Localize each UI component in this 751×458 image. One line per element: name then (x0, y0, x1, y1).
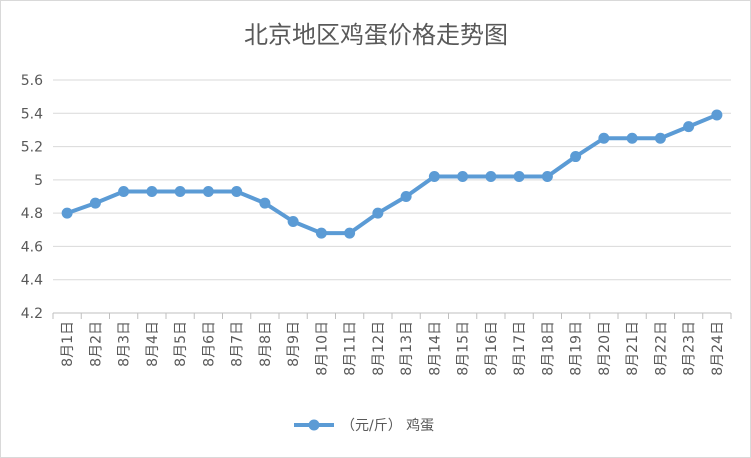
x-tick-label: 8月1日 (60, 321, 76, 367)
y-tick-label: 4.8 (21, 206, 43, 222)
data-point (598, 132, 610, 144)
x-tick-label: 8月9日 (286, 321, 302, 367)
data-point (372, 207, 384, 219)
data-point (654, 132, 666, 144)
x-tick-label: 8月5日 (173, 321, 189, 367)
data-point (711, 109, 723, 121)
legend: （元/斤） 鸡蛋 (294, 417, 434, 434)
y-axis-ticks: 4.2 4.4 4.6 4.8 5 5.2 5.4 5.6 (21, 73, 43, 322)
legend-marker (308, 419, 320, 431)
legend-label: （元/斤） 鸡蛋 (341, 417, 434, 434)
data-point (315, 227, 327, 239)
data-point (61, 207, 73, 219)
data-point (259, 197, 271, 209)
x-tick-label: 8月24日 (710, 321, 726, 376)
x-tick-label: 8月3日 (117, 321, 133, 367)
data-point (344, 227, 356, 239)
x-tick-label: 8月15日 (456, 321, 472, 376)
x-tick-label: 8月19日 (569, 321, 585, 376)
data-point (541, 171, 553, 183)
y-tick-label: 5.2 (21, 140, 43, 156)
x-tick-label: 8月21日 (625, 321, 641, 376)
data-point (202, 186, 214, 198)
data-point (174, 186, 186, 198)
x-tick-label: 8月8日 (258, 321, 274, 367)
data-point (400, 191, 412, 202)
gridlines (53, 79, 731, 314)
x-tick-label: 8月16日 (484, 321, 500, 376)
data-point (626, 132, 638, 144)
data-point (146, 186, 158, 198)
series-line (65, 112, 719, 236)
series (61, 109, 723, 239)
x-tick-label: 8月20日 (597, 321, 613, 376)
y-tick-label: 4.4 (21, 273, 43, 289)
x-tick-label: 8月11日 (343, 321, 359, 376)
x-tick-label: 8月10日 (314, 321, 330, 376)
data-point (287, 215, 299, 227)
x-axis-ticks: 8月1日 8月2日 8月3日 8月4日 8月5日 8月6日 8月7日 8月8日 8月9日 8月10… (52, 313, 732, 376)
x-tick-label: 8月13日 (399, 321, 415, 376)
data-point (570, 151, 582, 163)
x-tick-label: 8月4日 (145, 321, 161, 367)
x-tick-label: 8月6日 (201, 321, 217, 367)
x-tick-label: 8月7日 (230, 321, 246, 367)
x-tick-label: 8月14日 (427, 321, 443, 376)
x-tick-label: 8月22日 (653, 321, 669, 376)
data-point (683, 121, 695, 133)
data-point (428, 171, 440, 183)
x-tick-label: 8月23日 (682, 321, 698, 376)
data-point (118, 186, 130, 198)
y-tick-label: 5.4 (21, 106, 43, 122)
y-tick-label: 4.2 (21, 306, 43, 322)
x-tick-label: 8月2日 (88, 321, 104, 367)
data-point (513, 171, 525, 183)
x-tick-label: 8月18日 (540, 321, 556, 376)
data-point (457, 171, 469, 183)
y-tick-label: 5 (34, 173, 43, 189)
data-point (485, 171, 497, 183)
chart-title: 北京地区鸡蛋价格走势图 (244, 21, 508, 49)
y-tick-label: 4.6 (21, 239, 43, 255)
data-point (89, 197, 101, 209)
y-tick-label: 5.6 (21, 73, 43, 89)
data-point (231, 186, 243, 198)
x-tick-label: 8月12日 (371, 321, 387, 376)
x-tick-label: 8月17日 (512, 321, 528, 376)
